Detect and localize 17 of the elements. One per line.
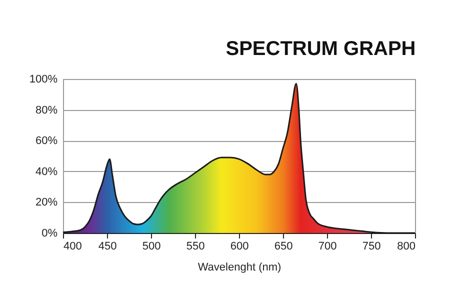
x-tick-label: 450: [98, 240, 117, 252]
y-tick-label: 0%: [42, 228, 58, 240]
y-tick-label: 80%: [35, 104, 58, 116]
y-tick-label: 60%: [35, 135, 58, 148]
x-tick-label: 550: [186, 240, 205, 252]
y-tick-label: 40%: [35, 166, 58, 178]
x-tick-label: 750: [362, 240, 381, 252]
x-tick-label: 600: [230, 240, 249, 252]
y-tick-label: 20%: [35, 196, 58, 209]
x-tick-label: 500: [142, 240, 161, 252]
y-tick-label: 100%: [29, 74, 58, 86]
x-tick-label: 400: [64, 240, 82, 252]
x-tick-label: 700: [318, 240, 337, 252]
x-tick-label: 650: [274, 240, 293, 252]
chart-title: SPECTRUM GRAPH: [226, 38, 416, 60]
x-tick-label: 800: [397, 240, 416, 252]
x-axis-title: Wavelenght (nm): [198, 262, 282, 274]
